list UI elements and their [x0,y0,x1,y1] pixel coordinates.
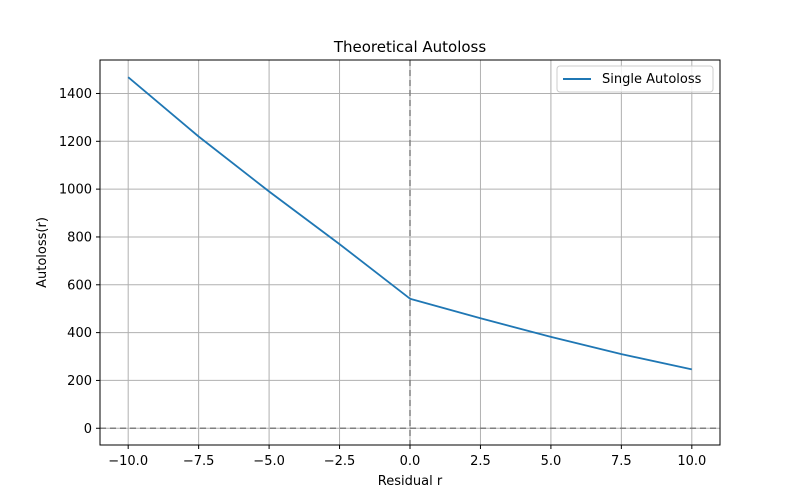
x-axis-label: Residual r [378,474,443,489]
legend-box [556,65,714,93]
legend-label-single-autoloss: Single Autoloss [602,72,702,87]
legend: Single Autoloss [556,65,714,93]
y-tick-label-2: 400 [67,326,92,341]
x-tick-label-7: 7.5 [611,454,632,469]
y-tick-label-4: 800 [67,230,92,245]
y-axis-ticks: 0 200 400 600 800 1000 1200 1400 [59,87,100,437]
x-tick-label-0: −10.0 [108,454,148,469]
y-tick-label-7: 1400 [59,87,92,102]
y-tick-label-0: 0 [84,422,92,437]
chart-title: Theoretical Autoloss [333,38,487,56]
x-tick-label-3: −2.5 [324,454,356,469]
x-tick-label-5: 2.5 [470,454,491,469]
x-tick-label-1: −7.5 [183,454,215,469]
x-tick-label-8: 10.0 [677,454,706,469]
series-line-0 [127,76,692,371]
x-axis-ticks: −10.0 −7.5 −5.0 −2.5 0.0 2.5 5.0 7.5 10.0 [108,445,706,469]
reference-lines [100,60,720,445]
y-tick-label-1: 200 [67,374,92,389]
x-tick-label-4: 0.0 [400,454,421,469]
y-tick-label-5: 1000 [59,183,92,198]
series-layer [127,76,692,371]
y-tick-label-3: 600 [67,278,92,293]
x-tick-label-6: 5.0 [541,454,562,469]
y-tick-label-6: 1200 [59,135,92,150]
y-axis-label: Autoloss(r) [35,217,50,288]
x-tick-label-2: −5.0 [253,454,285,469]
